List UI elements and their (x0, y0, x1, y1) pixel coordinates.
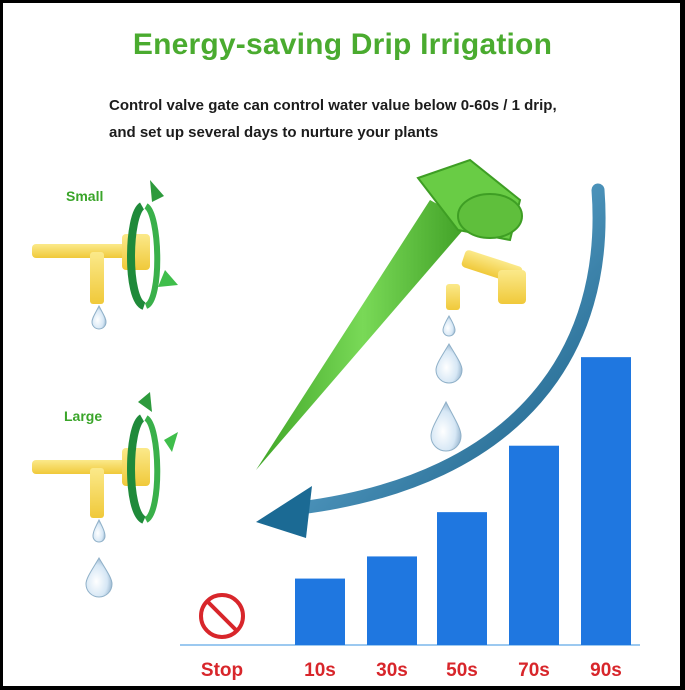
water-drop-icon (435, 343, 463, 384)
stop-sign-icon (199, 593, 245, 639)
tick-label-30s: 30s (376, 660, 408, 681)
subtitle-line-1: Control valve gate can control water val… (109, 97, 557, 114)
small-valve-icon (32, 180, 178, 310)
water-drop-icon (442, 314, 456, 337)
water-drop-icon (92, 518, 106, 543)
bar-10s (295, 578, 345, 645)
large-valve-icon (32, 392, 178, 524)
bar-90s (581, 357, 631, 645)
tick-label-90s: 90s (590, 660, 622, 681)
bar-70s (509, 445, 559, 645)
large-label: Large (64, 408, 103, 424)
bar-50s (437, 512, 487, 645)
drip-spike-icon (256, 158, 526, 470)
subtitle-line-2: and set up several days to nurture your … (109, 124, 439, 141)
chart-bars (295, 357, 631, 645)
page-subtitle: Control valve gate can control water val… (109, 92, 649, 146)
tick-label-50s: 50s (446, 660, 478, 681)
small-label: Small (66, 188, 104, 204)
tick-label-stop: Stop (200, 660, 244, 681)
page-title: Energy-saving Drip Irrigation (132, 28, 553, 61)
tick-label-10s: 10s (304, 660, 336, 681)
water-drop-icon (85, 557, 113, 598)
bar-30s (367, 556, 417, 645)
water-drop-icon (91, 304, 107, 330)
curved-arrow-icon (256, 183, 606, 538)
tick-label-70s: 70s (518, 660, 550, 681)
water-drop-icon (430, 400, 462, 452)
